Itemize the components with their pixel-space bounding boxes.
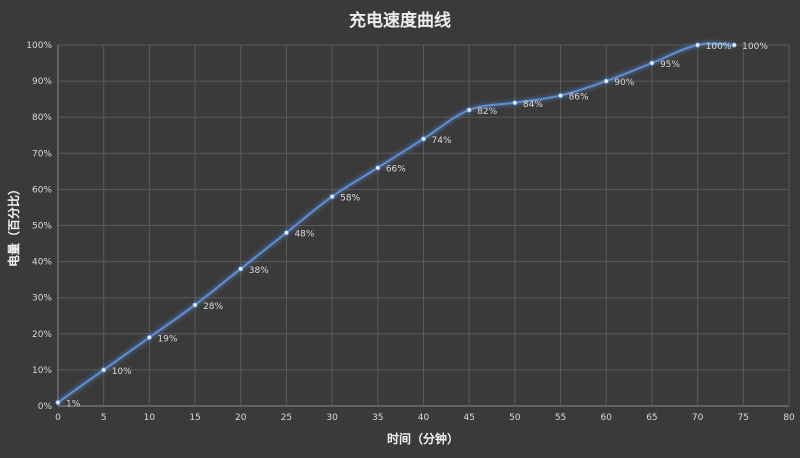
x-tick-label: 5 [101, 413, 107, 423]
data-label: 100% [706, 42, 732, 52]
data-labels: 1% 10% 19% 28% 38% 48% 58% 66% 74% 82% 84% 86% 90% 95… [66, 42, 768, 409]
y-tick-label: 40% [32, 258, 52, 268]
y-tick-label: 50% [32, 222, 52, 232]
y-tick-label: 90% [32, 77, 52, 87]
data-point [512, 100, 518, 106]
x-tick-label: 55 [555, 413, 566, 423]
data-point [466, 107, 472, 113]
x-tick-label: 50 [509, 413, 521, 423]
data-label: 10% [112, 367, 132, 377]
data-point [557, 92, 564, 99]
data-point [101, 367, 107, 373]
y-tick-label: 70% [32, 149, 52, 159]
data-label: 66% [386, 165, 406, 175]
data-label: 1% [66, 399, 81, 409]
x-tick-label: 20 [235, 413, 247, 423]
x-tick-label: 45 [463, 413, 474, 423]
x-tick-label: 65 [646, 413, 657, 423]
series-line [57, 42, 735, 404]
x-tick-label: 35 [372, 413, 383, 423]
data-point [695, 42, 701, 48]
y-axis-ticks: 0% 10% 20% 30% 40% 50% 60% 70% 80% 90% 100% [26, 41, 52, 412]
x-tick-label: 70 [692, 413, 704, 423]
data-label: 84% [523, 100, 543, 110]
x-tick-label: 80 [783, 413, 795, 423]
data-label: 48% [294, 230, 314, 240]
chart-title: 充电速度曲线 [349, 10, 451, 31]
x-tick-label: 0 [55, 413, 61, 423]
y-tick-label: 100% [26, 41, 52, 51]
x-tick-label: 75 [738, 413, 749, 423]
grid [57, 44, 790, 407]
y-tick-label: 10% [32, 366, 52, 376]
data-point [146, 334, 152, 341]
data-point [649, 60, 655, 66]
x-axis-ticks: 0 5 10 15 20 25 30 35 40 45 50 55 60 65 70 75 80 [55, 413, 795, 423]
y-tick-label: 80% [32, 113, 52, 123]
x-tick-label: 15 [189, 413, 200, 423]
x-tick-label: 30 [326, 413, 338, 423]
data-point [603, 78, 609, 84]
x-tick-label: 10 [144, 413, 156, 423]
x-tick-label: 60 [601, 413, 613, 423]
data-label: 82% [477, 107, 497, 117]
data-point [731, 42, 737, 48]
data-label: 95% [660, 60, 680, 70]
y-tick-label: 0% [38, 402, 53, 412]
x-tick-label: 25 [281, 413, 292, 423]
data-label: 90% [614, 78, 634, 88]
data-label: 58% [340, 194, 360, 204]
data-label: 74% [432, 136, 452, 146]
y-axis-title: 电量（百分比） [6, 183, 21, 267]
data-point [329, 194, 335, 200]
data-point [55, 399, 61, 405]
data-label: 86% [569, 93, 589, 103]
y-tick-label: 20% [32, 330, 52, 340]
x-tick-label: 40 [418, 413, 430, 423]
x-axis-title: 时间（分钟） [387, 431, 459, 446]
data-point [420, 136, 427, 142]
data-point [283, 230, 290, 236]
data-label: 38% [249, 266, 269, 276]
y-tick-label: 30% [32, 294, 52, 304]
data-points [55, 42, 737, 405]
data-label: 19% [157, 334, 177, 344]
data-point [375, 165, 381, 171]
data-point [238, 266, 244, 272]
data-point [192, 302, 198, 308]
data-label: 28% [203, 302, 223, 312]
data-label: 100% [742, 42, 768, 52]
y-tick-label: 60% [32, 185, 52, 195]
